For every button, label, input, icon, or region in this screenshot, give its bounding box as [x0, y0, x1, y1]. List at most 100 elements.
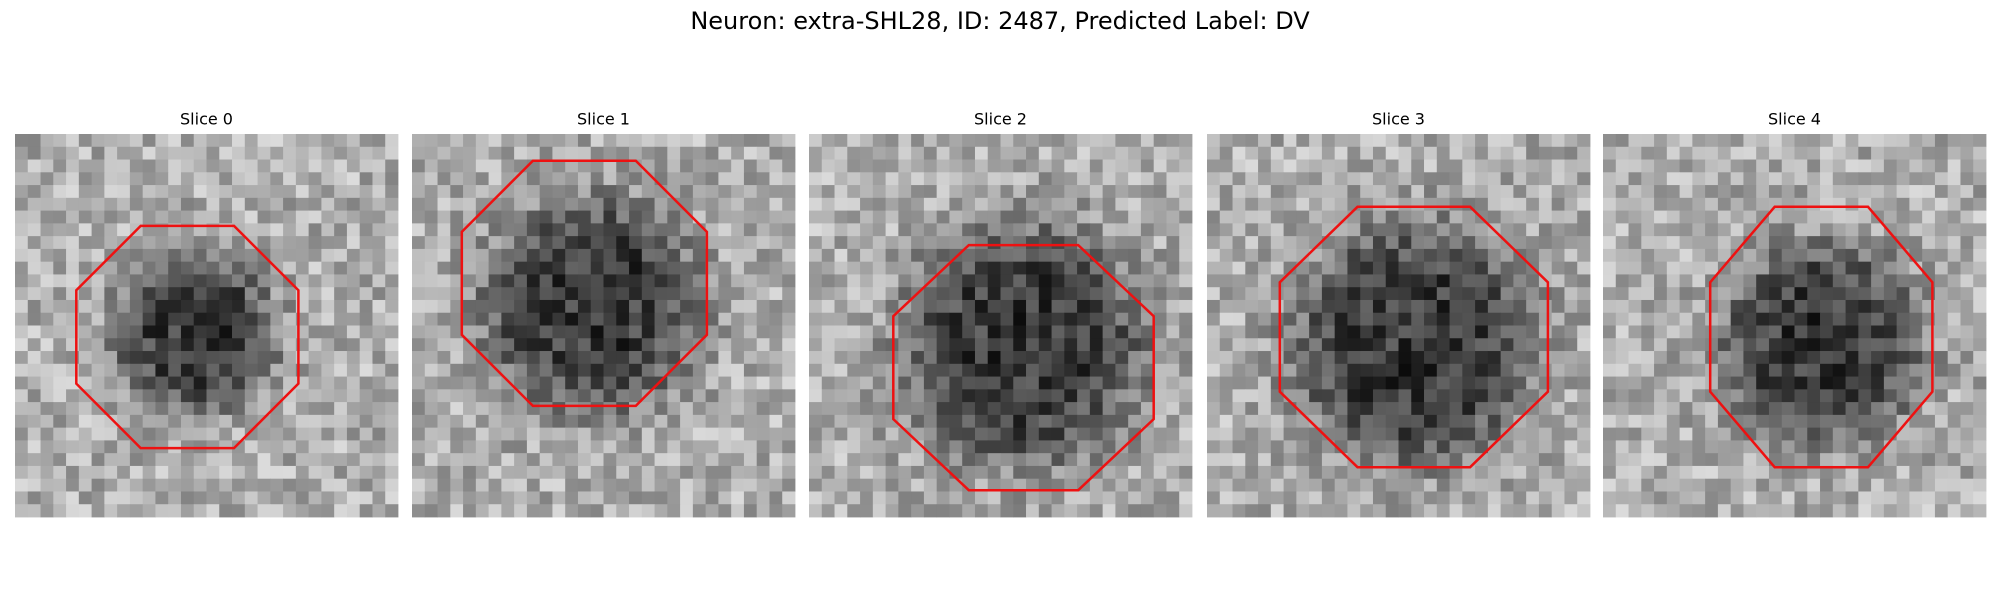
pixel: [1064, 351, 1078, 365]
pixel: [1360, 414, 1374, 429]
pixel: [321, 172, 335, 186]
pixel: [15, 274, 29, 288]
pixel: [1934, 376, 1949, 390]
pixel: [1462, 274, 1476, 288]
pixel: [1513, 299, 1527, 314]
pixel: [129, 134, 144, 148]
pixel: [911, 363, 925, 377]
pixel: [308, 236, 322, 250]
pixel: [1628, 402, 1642, 416]
pixel: [1449, 172, 1463, 186]
pixel: [1794, 134, 1808, 148]
pixel: [1628, 134, 1642, 148]
pixel: [1947, 210, 1961, 224]
pixel: [987, 134, 1001, 148]
pixel: [308, 312, 322, 326]
pixel: [232, 376, 246, 390]
pixel: [1934, 274, 1949, 288]
pixel: [168, 299, 182, 314]
pixel: [155, 351, 169, 365]
pixel: [1179, 491, 1193, 505]
pixel: [1947, 146, 1961, 160]
pixel: [1807, 427, 1821, 441]
pixel: [743, 402, 758, 416]
pixel: [1538, 351, 1553, 365]
pixel: [334, 389, 348, 403]
pixel: [1166, 185, 1180, 199]
pixel: [1654, 210, 1668, 224]
pixel: [1475, 261, 1489, 275]
pixel: [1756, 236, 1770, 250]
pixel: [193, 478, 207, 492]
pixel: [1207, 440, 1221, 454]
pixel: [40, 185, 54, 199]
pixel: [142, 146, 156, 160]
pixel: [15, 299, 29, 314]
pixel: [437, 197, 451, 211]
pixel: [1000, 453, 1014, 467]
pixel: [1000, 248, 1014, 263]
pixel: [1064, 287, 1078, 301]
pixel: [514, 223, 528, 237]
pixel: [1347, 363, 1361, 377]
pixel: [1000, 465, 1014, 480]
pixel: [1449, 453, 1463, 467]
pixel: [1398, 465, 1412, 480]
pixel: [1705, 146, 1719, 160]
pixel: [1462, 159, 1476, 173]
pixel: [974, 172, 989, 186]
pixel: [616, 465, 630, 480]
pixel: [168, 389, 182, 403]
pixel: [641, 197, 655, 211]
pixel: [923, 287, 938, 301]
pixel: [1756, 402, 1770, 416]
pixel: [206, 159, 220, 173]
pixel: [898, 223, 912, 237]
pixel: [1026, 223, 1040, 237]
pixel: [1807, 504, 1821, 518]
pixel: [15, 223, 29, 237]
pixel: [911, 134, 925, 148]
contour: [1278, 205, 1550, 469]
pixel: [552, 185, 566, 199]
pixel: [1051, 338, 1065, 352]
pixel: [834, 134, 848, 148]
pixel: [1102, 172, 1116, 186]
pixel: [321, 261, 335, 275]
pixel: [1845, 146, 1859, 160]
pixel: [1922, 478, 1936, 492]
pixel: [641, 351, 655, 365]
pixel: [372, 197, 386, 211]
pixel: [321, 299, 335, 314]
pixel: [372, 159, 386, 173]
pixel: [1705, 504, 1719, 518]
pixel: [1909, 389, 1923, 403]
pixel: [321, 504, 335, 518]
pixel: [1781, 185, 1795, 199]
pixel: [450, 197, 464, 211]
pixel: [1947, 261, 1961, 275]
pixel: [539, 261, 553, 275]
pixel: [257, 465, 271, 480]
pixel: [1462, 440, 1476, 454]
pixel: [1487, 236, 1502, 250]
pixel: [872, 299, 886, 314]
pixel: [1666, 440, 1680, 454]
pixel: [1013, 453, 1027, 467]
pixel: [834, 453, 848, 467]
pixel: [1679, 274, 1693, 288]
pixel: [1064, 363, 1078, 377]
pixel: [743, 274, 758, 288]
pixel: [232, 338, 246, 352]
pixel: [1500, 325, 1514, 339]
pixel: [821, 389, 835, 403]
pixel: [1436, 504, 1450, 518]
pixel: [437, 261, 451, 275]
pixel: [911, 389, 925, 403]
pixel: [1089, 338, 1104, 352]
pixel: [872, 159, 886, 173]
pixel: [821, 376, 835, 390]
pixel: [463, 146, 477, 160]
pixel: [949, 414, 963, 429]
pixel: [1538, 325, 1553, 339]
